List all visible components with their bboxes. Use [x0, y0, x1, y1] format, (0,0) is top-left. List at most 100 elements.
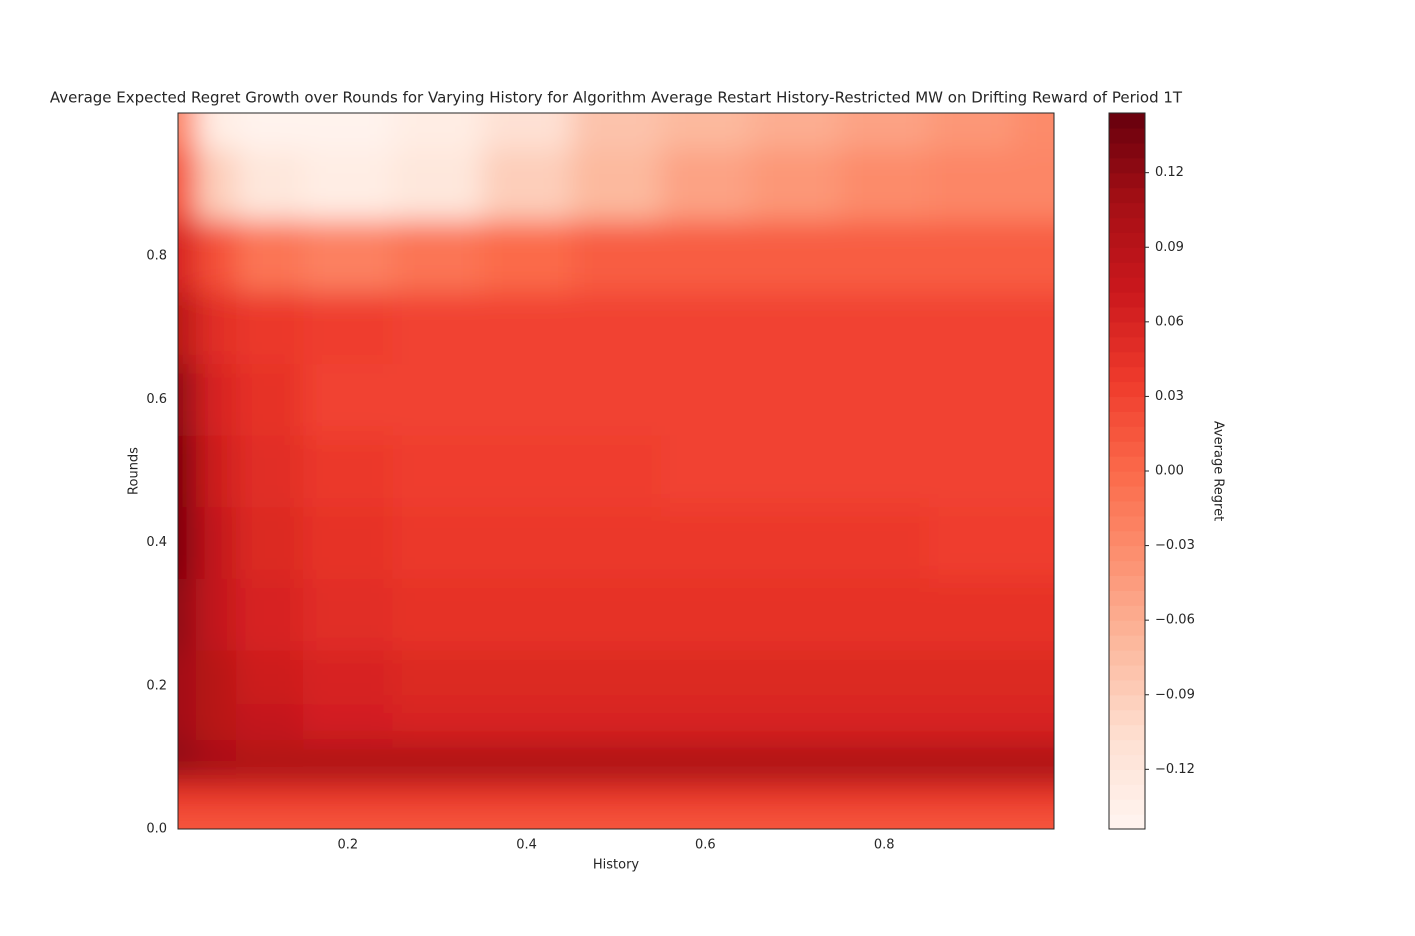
contour-cell [750, 650, 840, 705]
contour-cell [750, 811, 840, 829]
contour-cell [303, 764, 394, 783]
contour-cell [392, 811, 483, 829]
plot-frame [177, 112, 1055, 830]
contour-cell [750, 220, 840, 293]
contour-cell [481, 739, 572, 766]
contour-cell [928, 703, 1015, 740]
contour-cell [195, 506, 237, 579]
colorbar-tick-label: 0.03 [1155, 389, 1184, 404]
contour-cell [392, 435, 483, 508]
contour-cell [571, 578, 662, 651]
contour-cell [750, 764, 840, 783]
contour-cell [660, 363, 751, 436]
contour-cell [236, 764, 304, 783]
colorbar-step [1109, 187, 1145, 204]
contour-cell [660, 739, 751, 766]
contour-cell [178, 739, 197, 766]
contour-cell [236, 148, 304, 221]
colorbar-tick-label: −0.06 [1155, 613, 1195, 628]
contour-cell [839, 739, 930, 766]
colorbar-step [1109, 515, 1145, 532]
colorbar-step [1109, 411, 1145, 427]
colorbar-step [1109, 202, 1145, 219]
contour-cell [839, 363, 930, 436]
contour-cell [571, 292, 662, 365]
contour-cell [392, 113, 483, 150]
colorbar-step [1109, 530, 1145, 547]
contour-cell [392, 578, 483, 651]
contour-cell [195, 292, 237, 365]
contour-cell [928, 220, 1015, 293]
contour-cell [236, 506, 304, 579]
contour-cell [1013, 292, 1054, 365]
contour-cell [928, 764, 1015, 783]
contour-cell [236, 113, 304, 150]
contour-cell [1013, 578, 1054, 651]
colorbar-step [1109, 784, 1145, 800]
contour-cell [750, 578, 840, 651]
colorbar-step [1109, 560, 1145, 577]
contour-cell [839, 811, 930, 829]
contour-cell [1013, 363, 1054, 436]
contour-cell [928, 435, 1015, 508]
contour-cell [839, 578, 930, 651]
contour-cell [195, 811, 237, 829]
contour-cell [236, 435, 304, 508]
contour-cell [303, 363, 394, 436]
contour-cell [178, 811, 197, 829]
contour-cell [750, 435, 840, 508]
colorbar-step [1109, 724, 1145, 741]
contour-cell [481, 764, 572, 783]
colorbar-step [1109, 142, 1145, 159]
contour-cell [571, 435, 662, 508]
colorbar-step [1109, 321, 1145, 338]
contour-cell [660, 650, 751, 705]
contour-cell [303, 113, 394, 150]
colorbar-step [1109, 664, 1145, 681]
contour-cell [571, 811, 662, 829]
colorbar-step [1109, 769, 1145, 785]
contour-cell [1013, 148, 1054, 221]
colorbar-step [1109, 456, 1145, 472]
contour-cell [660, 220, 751, 293]
contour-cell [839, 703, 930, 740]
contour-cell [178, 292, 197, 365]
contour-cell [750, 113, 840, 150]
contour-cell [660, 435, 751, 508]
contour-cell [481, 113, 572, 150]
colorbar-step [1109, 262, 1145, 278]
contour-cell [928, 113, 1015, 150]
contour-cell [178, 363, 197, 436]
colorbar-label: Average Regret [1211, 421, 1226, 521]
x-axis-label: History [593, 858, 640, 873]
contour-cell [236, 811, 304, 829]
contour-cell [750, 782, 840, 812]
colorbar-step [1109, 381, 1145, 398]
contour-cell [392, 764, 483, 783]
contour-cell [750, 739, 840, 766]
contour-cell [303, 578, 394, 651]
contour-cell [839, 435, 930, 508]
contour-cell [660, 782, 751, 812]
contour-cell [839, 220, 930, 293]
contour-cell [392, 292, 483, 365]
contour-cell [839, 113, 930, 150]
contour-field [178, 113, 1054, 829]
colorbar-step [1109, 545, 1145, 562]
colorbar-step [1109, 336, 1145, 353]
contour-cell [1013, 435, 1054, 508]
contour-cell [392, 703, 483, 740]
contour-cell [571, 650, 662, 705]
contour-cell [481, 782, 572, 812]
contour-cell [392, 506, 483, 579]
contour-cell [236, 782, 304, 812]
contour-cell [571, 739, 662, 766]
contour-cell [303, 148, 394, 221]
contour-cell [928, 292, 1015, 365]
contour-cell [481, 435, 572, 508]
contour-cell [392, 650, 483, 705]
contour-cell [236, 703, 304, 740]
x-tick-label: 0.4 [516, 838, 537, 853]
contour-cell [178, 113, 197, 150]
contour-cell [571, 764, 662, 783]
